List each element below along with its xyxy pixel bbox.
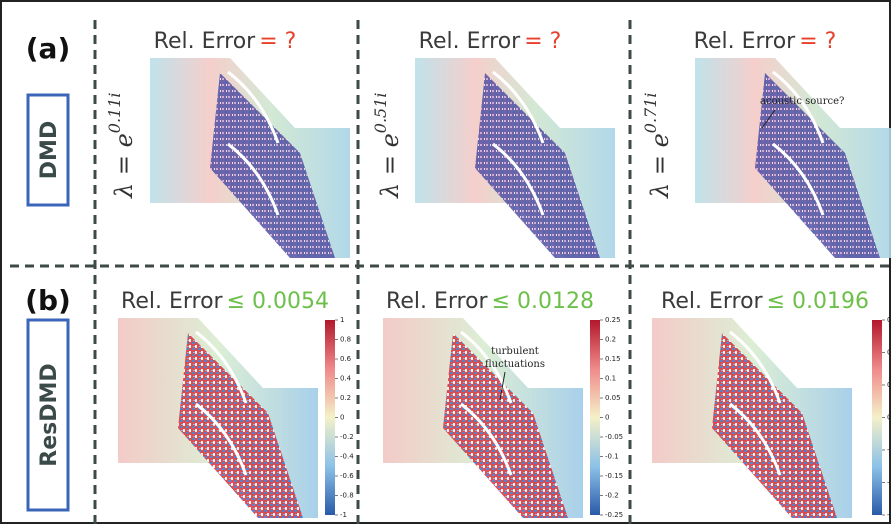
colorbar-tick-label: 0.2 <box>340 394 351 402</box>
error-value: = ? <box>259 29 296 54</box>
colorbar-tick-label: -0.6 <box>340 472 354 480</box>
eigenvalue-base: λ = e <box>376 133 404 199</box>
colorbar-tick-label: 0 <box>340 414 344 422</box>
eigenvalue-base: λ = e <box>110 133 138 199</box>
figure: Rel. Error= ?λ = e0.11iRel. Error= ?λ = … <box>0 0 891 524</box>
colorbar-tick-label: 0.05 <box>605 394 621 402</box>
eigenvalue-exponent: 0.51i <box>371 92 390 133</box>
error-label: Rel. Error <box>694 29 797 54</box>
error-value: ≤ 0.0054 <box>227 289 329 314</box>
colorbar-tick-label: 1 <box>340 316 344 324</box>
colorbar-tick-label: 0.02 <box>887 381 891 389</box>
colorbar-tick-label: -0.2 <box>340 433 354 441</box>
colorbar-tick-label: 0.25 <box>605 316 621 324</box>
colorbar-tick-label: -0.8 <box>340 492 354 500</box>
colorbar-tick-label: -0.04 <box>887 479 891 487</box>
error-title: Rel. Error= ? <box>154 29 297 54</box>
error-label: Rel. Error <box>154 29 257 54</box>
eigenvalue-exponent: 0.11i <box>105 92 124 133</box>
error-label: Rel. Error <box>121 289 224 314</box>
colorbar-tick-label: 0.6 <box>340 355 352 363</box>
eigenvalue-exponent: 0.71i <box>641 92 660 133</box>
colorbar <box>590 320 600 515</box>
colorbar-tick-label: 0.1 <box>605 375 616 383</box>
colorbar-tick-label: -0.02 <box>887 446 891 454</box>
colorbar-tick-label: 0.8 <box>340 336 351 344</box>
error-value: = ? <box>799 29 836 54</box>
annotation: acoustic source? <box>760 96 844 107</box>
colorbar-tick-label: 0.15 <box>605 355 621 363</box>
error-label: Rel. Error <box>661 289 764 314</box>
row-label: (a) <box>26 32 71 65</box>
colorbar-tick-label: -0.1 <box>605 453 619 461</box>
row-label: (b) <box>25 284 71 317</box>
colorbar-tick-label: -0.05 <box>605 433 623 441</box>
colorbar-tick-label: 0 <box>605 414 609 422</box>
method-label: ResDMD <box>37 363 62 466</box>
error-value: = ? <box>524 29 561 54</box>
error-title: Rel. Error= ? <box>694 29 837 54</box>
colorbar-tick-label: -0.06 <box>887 511 891 519</box>
method-label: DMD <box>37 121 62 179</box>
colorbar <box>325 320 335 515</box>
colorbar-tick-label: 0.06 <box>887 316 891 324</box>
error-value: ≤ 0.0128 <box>492 289 594 314</box>
annotation: turbulent <box>491 346 539 357</box>
eigenvalue-base: λ = e <box>646 133 674 199</box>
error-title: Rel. Error= ? <box>419 29 562 54</box>
colorbar-tick-label: -0.25 <box>605 511 623 519</box>
annotation: fluctuations <box>485 359 545 370</box>
error-label: Rel. Error <box>419 29 522 54</box>
colorbar-tick-label: 0 <box>887 414 891 422</box>
colorbar-tick-label: 0.2 <box>605 336 616 344</box>
colorbar <box>872 320 882 515</box>
colorbar-tick-label: -1 <box>340 511 347 519</box>
error-label: Rel. Error <box>386 289 489 314</box>
colorbar-tick-label: -0.15 <box>605 472 623 480</box>
error-value: ≤ 0.0196 <box>767 289 869 314</box>
colorbar-tick-label: -0.2 <box>605 492 619 500</box>
colorbar-tick-label: 0.04 <box>887 349 891 357</box>
colorbar-tick-label: -0.4 <box>340 453 354 461</box>
colorbar-tick-label: 0.4 <box>340 375 352 383</box>
